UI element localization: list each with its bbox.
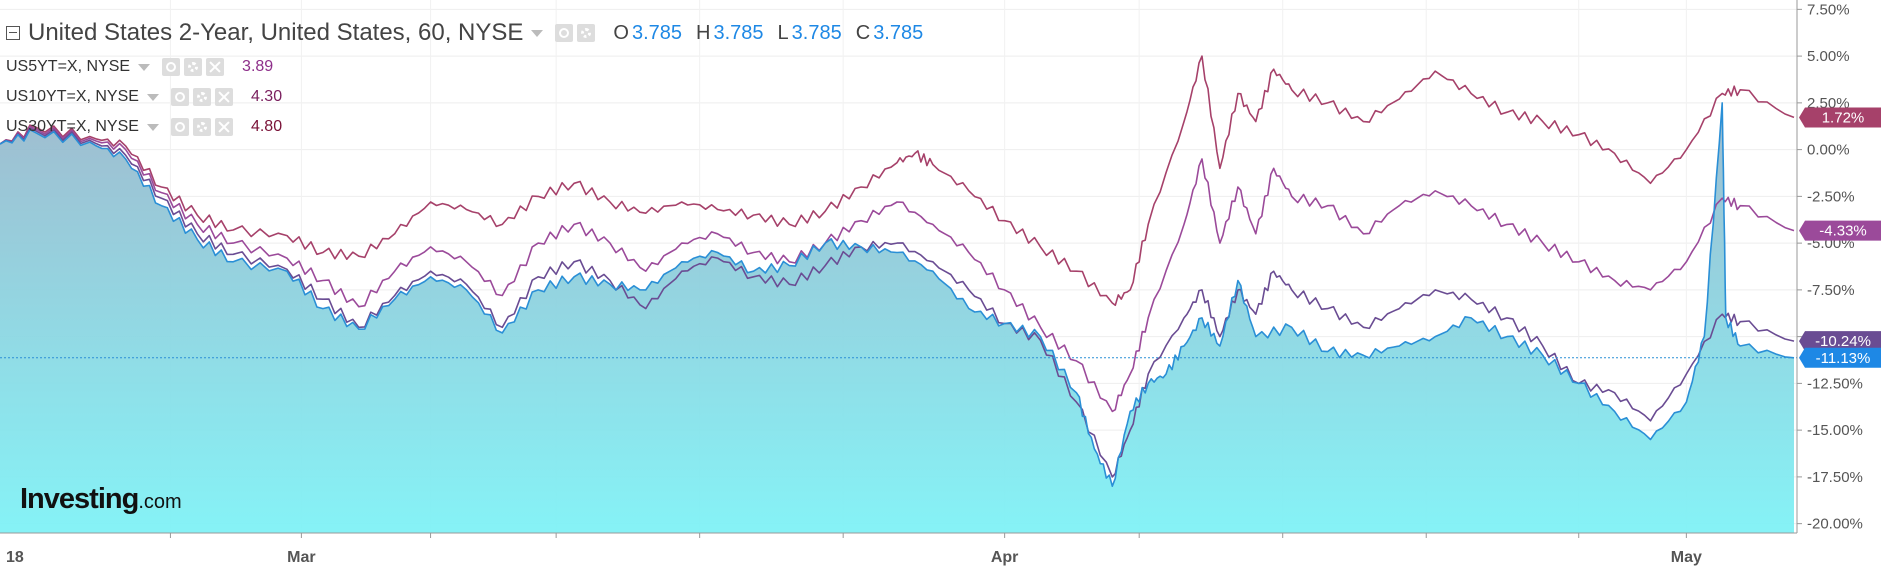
badge-bg [1799, 331, 1881, 352]
x-tick-label: Apr [991, 549, 1019, 566]
ohlc-close-value: 3.785 [873, 21, 924, 44]
y-tick-label: 0.00% [1807, 142, 1850, 159]
badge-label: 1.72% [1822, 109, 1865, 126]
y-axis-labels: 7.50%5.00%2.50%0.00%-2.50%-5.00%-7.50%-1… [1797, 1, 1863, 533]
last-value-badge: 1.72% [1799, 107, 1881, 128]
x-tick-label: May [1671, 549, 1702, 566]
close-icon[interactable] [214, 88, 233, 106]
y-tick-label: -7.50% [1807, 282, 1855, 299]
legend-row-us30yt[interactable]: US30YT=X, NYSE 4.80 [6, 112, 923, 142]
x-tick-label: 18 [6, 549, 24, 566]
ohlc-open-value: 3.785 [631, 21, 683, 44]
last-value-badge: -10.24% [1799, 331, 1881, 352]
y-tick-label: -12.50% [1807, 375, 1863, 392]
badge-bg [1799, 220, 1881, 241]
main-series-header: United States 2-Year, United States, 60,… [6, 14, 923, 52]
ohlc-low-value: 3.785 [791, 21, 842, 44]
logo-domain: .com [138, 491, 182, 513]
gear-icon[interactable] [184, 58, 203, 76]
badge-label: -10.24% [1815, 333, 1871, 350]
last-value-badge: -4.33% [1799, 220, 1881, 241]
ohlc-close-key: C [855, 21, 871, 44]
ohlc-open-key: O [613, 21, 629, 44]
chevron-down-icon[interactable] [531, 29, 544, 37]
series-line [0, 125, 1795, 413]
x-tick-label: Mar [287, 549, 315, 566]
gear-icon[interactable] [192, 118, 211, 136]
eye-icon[interactable] [555, 24, 574, 42]
chevron-down-icon[interactable] [146, 93, 159, 101]
axes [0, 0, 1798, 534]
chevron-down-icon[interactable] [138, 63, 151, 71]
legend-row-us5yt[interactable]: US5YT=X, NYSE 3.89 [6, 52, 923, 82]
gear-icon[interactable] [192, 88, 211, 106]
ohlc-low-key: L [777, 21, 789, 44]
series-area [0, 102, 1794, 534]
legend-row-us10yt[interactable]: US10YT=X, NYSE 4.30 [6, 82, 923, 112]
y-tick-label: -2.50% [1807, 188, 1855, 205]
series-line [0, 127, 1795, 478]
legend-label: US30YT=X, NYSE [6, 118, 139, 135]
y-tick-label: -20.00% [1807, 516, 1863, 533]
y-tick-label: -15.00% [1807, 422, 1863, 439]
main-series-title: United States 2-Year, United States, 60,… [28, 19, 524, 46]
badge-label: -11.13% [1816, 350, 1871, 367]
last-value-badges: 1.72% -4.33% -10.24%-11.13% [1799, 107, 1881, 368]
investing-logo: Investing.com [20, 483, 182, 516]
y-tick-label: 7.50% [1807, 1, 1850, 18]
x-axis-labels: 18 Mar Apr May [6, 533, 1702, 566]
gear-icon[interactable] [577, 24, 596, 42]
eye-icon[interactable] [170, 88, 189, 106]
badge-bg [1799, 107, 1881, 128]
logo-text: Investing [20, 483, 139, 515]
series-line [0, 102, 1795, 487]
series-line [0, 55, 1795, 307]
eye-icon[interactable] [170, 118, 189, 136]
legend-value: 4.30 [250, 88, 283, 105]
y-tick-label: 5.00% [1807, 48, 1850, 65]
legend-label: US5YT=X, NYSE [6, 58, 131, 75]
legend: United States 2-Year, United States, 60,… [6, 14, 923, 142]
legend-value: 4.80 [250, 118, 283, 135]
close-icon[interactable] [214, 118, 233, 136]
eye-icon[interactable] [162, 58, 181, 76]
chevron-down-icon[interactable] [146, 123, 159, 131]
area-fill [0, 102, 1794, 534]
y-tick-label: -17.50% [1807, 469, 1863, 486]
legend-label: US10YT=X, NYSE [6, 88, 139, 105]
series-lines [0, 55, 1797, 487]
legend-value: 3.89 [242, 58, 274, 75]
badge-bg [1799, 347, 1881, 368]
last-value-badge: -11.13% [1799, 347, 1881, 368]
close-icon[interactable] [206, 58, 225, 76]
badge-label: -4.33% [1819, 223, 1867, 240]
collapse-icon[interactable] [6, 26, 20, 40]
ohlc-high-value: 3.785 [713, 21, 764, 44]
ohlc-high-key: H [696, 21, 711, 44]
